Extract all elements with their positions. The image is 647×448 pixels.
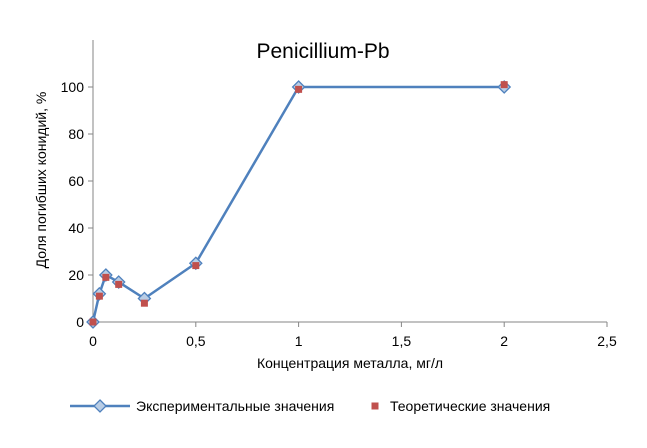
legend-label: Теоретические значения — [390, 398, 550, 414]
data-point — [89, 318, 97, 326]
data-point — [102, 273, 110, 281]
x-tick-label: 1,5 — [392, 333, 412, 349]
legend-item-experimental: Экспериментальные значения — [70, 398, 334, 414]
series-layer — [86, 80, 512, 329]
y-tick-label: 40 — [68, 220, 84, 236]
legend: Экспериментальные значения Теоретические … — [70, 398, 550, 414]
data-point — [95, 292, 103, 300]
x-tick-label: 0,5 — [186, 333, 206, 349]
x-tick-label: 1 — [295, 333, 303, 349]
series-1 — [86, 80, 512, 329]
y-tick-label: 80 — [68, 126, 84, 142]
x-tick-label: 0 — [89, 333, 97, 349]
x-axis-title: Концентрация металла, мг/л — [257, 355, 443, 371]
data-point — [500, 81, 508, 89]
series-2 — [89, 81, 508, 326]
data-point — [140, 299, 148, 307]
x-tick-label: 2,5 — [597, 333, 617, 349]
data-point — [192, 262, 200, 270]
chart-title: Penicillium-Pb — [256, 40, 389, 63]
legend-label: Экспериментальные значения — [136, 398, 334, 414]
x-axis-ticks: 0 0,5 1 1,5 2 2,5 — [89, 322, 617, 349]
y-tick-label: 20 — [68, 267, 84, 283]
x-tick-label: 2 — [500, 333, 508, 349]
y-tick-label: 60 — [68, 173, 84, 189]
legend-marker — [371, 402, 379, 410]
data-point — [295, 85, 303, 93]
data-point — [115, 280, 123, 288]
series-line — [91, 85, 505, 323]
y-axis-ticks: 0 20 40 60 80 100 — [61, 79, 93, 330]
legend-item-theoretical: Теоретические значения — [371, 398, 550, 414]
y-tick-label: 0 — [76, 314, 84, 330]
legend-marker — [93, 399, 107, 413]
y-tick-label: 100 — [61, 79, 85, 95]
y-axis-title: Доля погибших конидий, % — [33, 92, 49, 269]
